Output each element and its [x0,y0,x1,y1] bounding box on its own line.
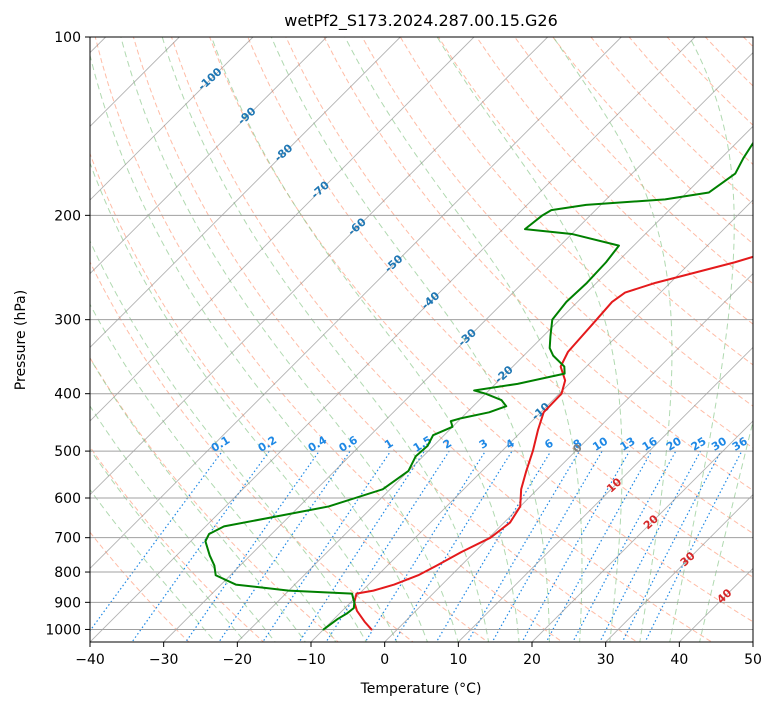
x-tick-label: 40 [670,652,688,668]
chart-title: wetPf2_S173.2024.287.00.15.G26 [284,11,558,31]
dry-adiabat-line [90,531,190,642]
x-tick-label: −10 [296,652,326,668]
isotherm-line [458,346,753,642]
y-tick-label: 400 [54,387,81,403]
moist-adiabat-line [669,37,735,642]
y-tick-label: 200 [54,208,81,224]
profile-series [204,141,753,631]
x-tick-label: 50 [744,652,762,668]
dry-adiabat-line [171,37,713,642]
pressure-gridlines [90,37,753,630]
x-tick-label: −20 [223,652,253,668]
dry-adiabat-line [399,37,753,407]
isotherm-line [90,37,475,422]
moist-adiabats [90,37,753,642]
moist-adiabat-line [344,37,583,642]
dry-adiabat-line [323,37,753,491]
isotherm-line [90,37,254,201]
moist-adiabat-line [90,357,306,642]
moist-adiabat-line [90,448,246,642]
moist-adiabat-line [699,419,753,642]
isotherm-line [90,37,696,642]
y-tick-label: 1000 [45,622,81,638]
moist-adiabat-line [90,239,367,642]
x-tick-label: 0 [380,652,389,668]
y-tick-label: 900 [54,595,81,611]
plot-area: 0.1 0.2 0.4 0.6 1 1.5 2 3 4 6 8 10 13 16 20 25 30 36-100-… [90,37,753,642]
x-tick-label: 10 [449,652,467,668]
x-tick-label: 20 [523,652,541,668]
x-axis: −40 −30 −20 −10 0 10 20 30 40 50 [75,642,762,668]
x-axis-title: Temperature (°C) [360,681,482,697]
isotherm-line [90,37,327,275]
moist-adiabat-line [90,303,337,642]
isotherm-line [90,37,401,348]
plot-frame [89,36,754,643]
isotherm-line [237,125,753,642]
temperature-profile-line [353,255,753,631]
x-tick-label: 30 [597,652,615,668]
y-tick-label: 300 [54,313,81,329]
moist-adiabat-line [161,37,490,642]
dewpoint-profile-line [204,141,753,631]
x-tick-label: −30 [149,652,179,668]
y-axis-title: Pressure (hPa) [13,290,29,390]
y-tick-label: 500 [54,444,81,460]
moist-adiabat-line [120,37,459,642]
isotherm-line [605,494,753,642]
y-tick-label: 600 [54,491,81,507]
moist-adiabat-line [270,37,550,642]
y-axis: 100 200 300 400 500 600 700 800 900 1000 [45,30,90,638]
dry-adiabat-line [438,37,753,366]
moist-adiabat-line [90,405,276,642]
dry-adiabat-line [132,37,638,642]
moist-adiabat-line [552,37,673,642]
x-tick-label: −40 [75,652,105,668]
moist-adiabat-line [90,488,216,642]
moist-adiabat-line [211,37,520,642]
isotherm-line [310,199,753,642]
y-tick-label: 700 [54,531,81,547]
isotherm-line [90,37,622,569]
y-tick-label: 100 [54,30,81,46]
y-tick-label: 800 [54,565,81,581]
isotherm-line [163,52,753,642]
isotherm-line [90,37,548,496]
isotherm-line [531,420,753,642]
